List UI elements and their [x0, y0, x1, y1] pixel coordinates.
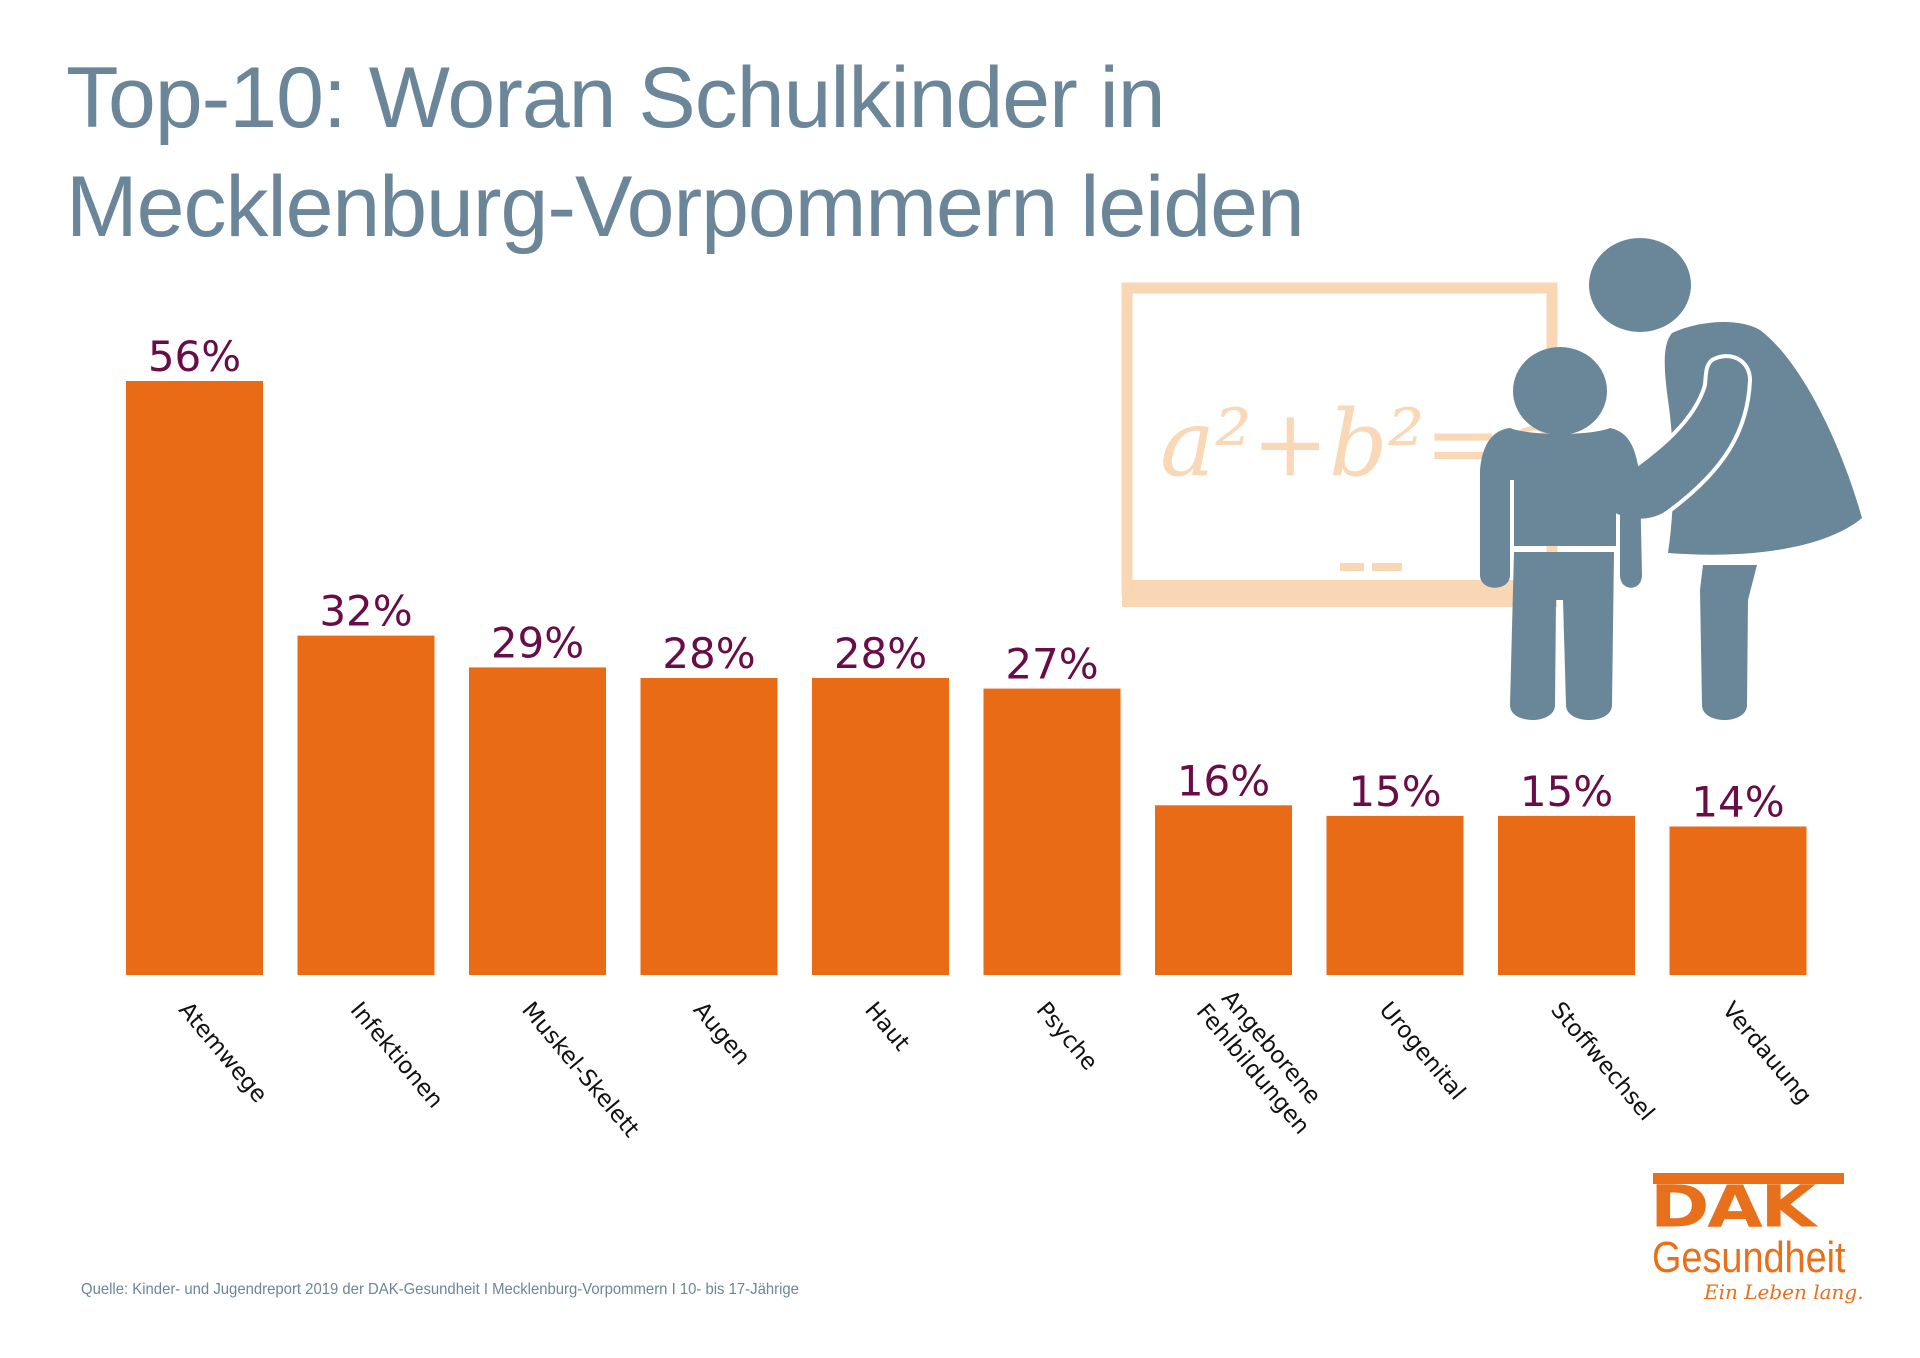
bars-group [126, 381, 1807, 975]
category-label-line: Atemwege [173, 997, 272, 1108]
bar-angeborene-fehlbildungen [1155, 805, 1292, 975]
category-label-line: Urogenital [1374, 997, 1470, 1105]
blackboard-rail [1122, 580, 1557, 607]
chalk-mark-2 [1372, 563, 1402, 571]
value-label: 29% [491, 618, 584, 667]
category-label-line: Psyche [1031, 997, 1103, 1075]
value-label: 32% [319, 587, 412, 636]
value-label: 15% [1348, 767, 1441, 816]
value-label: 28% [662, 629, 755, 678]
child-legs [1510, 552, 1614, 720]
value-label: 27% [1005, 640, 1098, 689]
logo-name: Gesundheit [1652, 1233, 1846, 1282]
category-label: Urogenital [1374, 997, 1470, 1105]
category-labels-group: Atemwege Infektionen Muskel-Skelett Augen Ha… [173, 981, 1817, 1143]
bar-stoffwechsel [1498, 815, 1635, 975]
bar-augen [640, 678, 778, 975]
bar-muskel-skelett [469, 667, 606, 975]
logo-top-bar [1653, 1173, 1844, 1184]
category-label-line: Verdauung [1717, 997, 1817, 1109]
teacher-child-icon [1480, 238, 1862, 720]
dak-logo: DAK Gesundheit Ein Leben lang. [1650, 1170, 1864, 1310]
value-label: 16% [1177, 756, 1270, 805]
child-head [1513, 347, 1607, 435]
category-label: Augen [688, 997, 755, 1070]
category-label: Atemwege [173, 997, 272, 1108]
child-torso [1480, 428, 1642, 588]
value-labels-group: 56% 32% 29% 28% 28% 27% 16% 15% 15% 14% [148, 332, 1785, 827]
bar-urogenital [1326, 815, 1464, 975]
category-label-line: Stoffwechsel [1545, 997, 1659, 1126]
category-label: Muskel-Skelett [516, 997, 644, 1142]
title-line-2: Mecklenburg-Vorpommern leiden [66, 159, 1305, 255]
bar-infektionen [297, 635, 435, 975]
value-label: 56% [148, 332, 241, 381]
logo-tagline: Ein Leben lang. [1704, 1280, 1864, 1304]
bar-psyche [983, 688, 1121, 975]
bar-atemwege [126, 381, 263, 975]
category-label-line: Muskel-Skelett [516, 997, 644, 1142]
value-label: 14% [1691, 778, 1784, 827]
category-label: Stoffwechsel [1545, 997, 1659, 1126]
category-label: AngeboreneFehlbildungen [1191, 981, 1336, 1139]
title-line-1: Top-10: Woran Schulkinder in [66, 50, 1166, 146]
category-label-line: Haut [859, 997, 914, 1056]
page-title: Top-10: Woran Schulkinder in Mecklenburg… [66, 44, 1305, 262]
logo-brand: DAK [1650, 1174, 1816, 1241]
teacher-leg [1700, 565, 1757, 720]
category-label: Haut [859, 997, 914, 1056]
bar-haut [812, 678, 949, 975]
value-label: 15% [1520, 767, 1613, 816]
category-label: Psyche [1031, 997, 1103, 1075]
category-label-line: Augen [688, 997, 755, 1070]
category-label: Verdauung [1717, 997, 1817, 1109]
bar-verdauung [1669, 826, 1807, 975]
category-label: Infektionen [345, 997, 448, 1113]
category-label-line: Infektionen [345, 997, 448, 1113]
teacher-head [1589, 238, 1691, 332]
source-note: Quelle: Kinder- und Jugendreport 2019 de… [81, 1281, 799, 1298]
value-label: 28% [834, 629, 927, 678]
chalk-mark-1 [1340, 563, 1364, 571]
